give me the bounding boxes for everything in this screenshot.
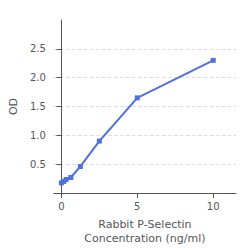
svg-text:0.5: 0.5: [30, 159, 46, 170]
svg-text:5: 5: [134, 201, 140, 212]
svg-text:0: 0: [58, 201, 64, 212]
svg-text:OD: OD: [7, 98, 20, 115]
svg-text:Concentration (ng/ml): Concentration (ng/ml): [84, 232, 205, 245]
svg-text:10: 10: [207, 201, 220, 212]
svg-text:2.0: 2.0: [30, 72, 46, 83]
svg-text:1.5: 1.5: [30, 101, 46, 112]
svg-text:1.0: 1.0: [30, 130, 46, 141]
svg-text:Rabbit P-Selectin: Rabbit P-Selectin: [98, 218, 191, 231]
svg-text:2.5: 2.5: [30, 43, 46, 54]
